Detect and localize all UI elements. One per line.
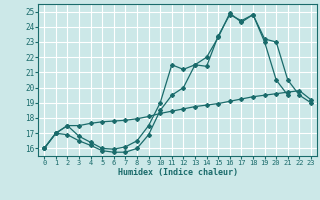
X-axis label: Humidex (Indice chaleur): Humidex (Indice chaleur) — [118, 168, 238, 177]
